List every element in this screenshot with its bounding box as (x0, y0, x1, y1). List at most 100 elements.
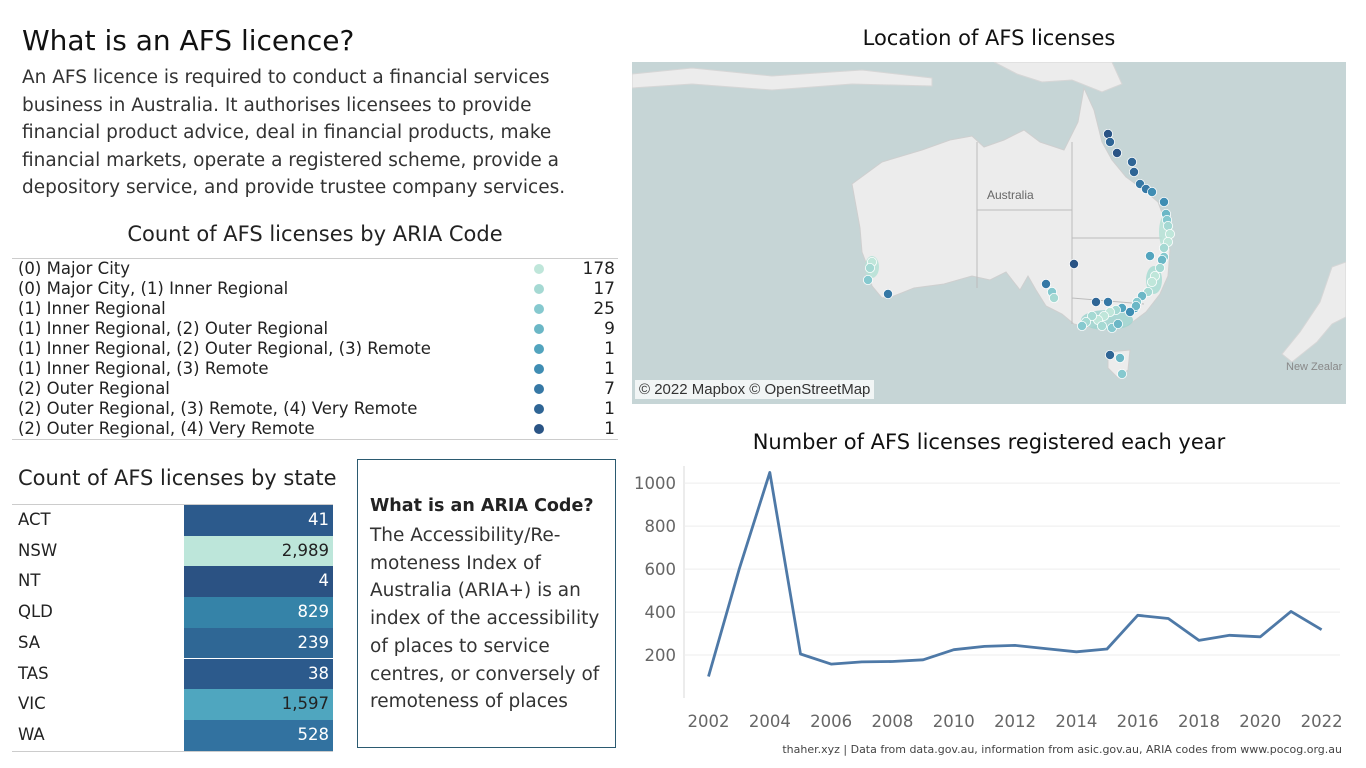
data-point[interactable] (857, 657, 867, 667)
state-table: ACT 41 NSW 2,989 NT 4 QLD 829 SA 239 TAS… (12, 504, 333, 752)
data-point[interactable] (704, 672, 714, 682)
state-row[interactable]: VIC 1,597 (12, 689, 333, 720)
data-point[interactable] (765, 467, 775, 477)
state-name: QLD (18, 602, 53, 622)
australia-landmass (851, 86, 1171, 329)
series-line[interactable] (707, 471, 1323, 677)
data-point[interactable] (1010, 640, 1020, 650)
aria-color-dot (534, 344, 544, 354)
aria-color-dot (534, 324, 544, 334)
x-tick-label: 2014 (1055, 712, 1097, 731)
data-point[interactable] (918, 655, 928, 665)
state-borders (976, 142, 1162, 324)
license-point[interactable] (1159, 242, 1170, 253)
data-point[interactable] (1133, 610, 1143, 620)
x-tick-label: 2006 (810, 712, 852, 731)
y-tick-label: 600 (645, 560, 677, 579)
license-point[interactable] (1048, 292, 1059, 303)
state-row[interactable]: SA 239 (12, 627, 333, 659)
license-point[interactable] (862, 274, 873, 285)
intro-text: An AFS licence is required to conduct a … (22, 67, 566, 198)
x-tick-label: 2022 (1301, 712, 1343, 731)
data-point[interactable] (887, 656, 897, 666)
license-point[interactable] (1040, 278, 1051, 289)
aria-color-dot (534, 264, 544, 274)
aria-row[interactable]: (1) Inner Regional, (3) Remote 1 (12, 359, 618, 379)
state-row[interactable]: WA 528 (12, 719, 333, 751)
state-count-cell: 38 (184, 658, 333, 690)
license-point[interactable] (1086, 310, 1097, 321)
data-point[interactable] (1102, 644, 1112, 654)
license-point[interactable] (1104, 349, 1115, 360)
data-point[interactable] (1225, 630, 1235, 640)
aria-row[interactable]: (2) Outer Regional, (3) Remote, (4) Very… (12, 399, 618, 419)
aria-color-dot (534, 424, 544, 434)
data-point[interactable] (795, 649, 805, 659)
license-point[interactable] (1128, 167, 1139, 178)
y-tick-label: 400 (645, 603, 677, 622)
license-point[interactable] (1116, 368, 1127, 379)
license-point[interactable] (1102, 296, 1113, 307)
state-row[interactable]: QLD 829 (12, 597, 333, 628)
aria-label: (2) Outer Regional, (3) Remote, (4) Very… (18, 399, 418, 418)
license-point[interactable] (1114, 352, 1125, 363)
license-map[interactable]: Australia New Zealar © 2022 Mapbox © Ope… (632, 62, 1346, 404)
license-point[interactable] (1090, 296, 1101, 307)
data-point[interactable] (1041, 644, 1051, 654)
aria-count: 25 (593, 299, 615, 319)
state-count: 1,597 (281, 694, 329, 714)
state-count-cell: 829 (184, 597, 333, 628)
license-point[interactable] (1104, 137, 1115, 148)
data-point[interactable] (734, 564, 744, 574)
data-point[interactable] (949, 645, 959, 655)
state-name: NT (18, 571, 41, 591)
aria-color-dot (534, 404, 544, 414)
aria-row[interactable]: (1) Inner Regional, (2) Outer Regional 9 (12, 319, 618, 339)
state-row[interactable]: ACT 41 (12, 505, 333, 536)
aria-row[interactable]: (1) Inner Regional, (2) Outer Regional, … (12, 339, 618, 359)
aria-count: 9 (604, 319, 615, 339)
line-chart-title: Number of AFS licenses registered each y… (752, 430, 1226, 454)
state-name: WA (18, 724, 45, 744)
license-point[interactable] (1147, 187, 1158, 198)
aria-row[interactable]: (2) Outer Regional 7 (12, 379, 618, 399)
aria-info-box: What is an ARIA Code? The Accessibility/… (357, 459, 616, 748)
aria-label: (1) Inner Regional (18, 299, 166, 318)
aria-row[interactable]: (0) Major City 178 (12, 259, 618, 279)
license-point[interactable] (1111, 148, 1122, 159)
license-point[interactable] (1159, 196, 1170, 207)
license-point[interactable] (1155, 262, 1166, 273)
state-row[interactable]: NSW 2,989 (12, 535, 333, 567)
license-point[interactable] (1124, 306, 1135, 317)
state-count: 4 (318, 571, 330, 591)
x-tick-label: 2016 (1117, 712, 1159, 731)
aria-row[interactable]: (1) Inner Regional 25 (12, 299, 618, 319)
data-point[interactable] (979, 641, 989, 651)
license-point[interactable] (1096, 320, 1107, 331)
license-point[interactable] (1068, 258, 1079, 269)
data-point[interactable] (1317, 625, 1327, 635)
data-point[interactable] (1194, 635, 1204, 645)
data-point[interactable] (1163, 614, 1173, 624)
license-point[interactable] (1145, 250, 1156, 261)
line-chart[interactable]: 200 400 600 800 1000 2002 2004 2006 2008 2010 2012… (618, 462, 1346, 740)
license-point[interactable] (864, 262, 875, 273)
x-tick-label: 2010 (933, 712, 975, 731)
state-row[interactable]: NT 4 (12, 566, 333, 598)
data-point[interactable] (1071, 647, 1081, 657)
aria-row[interactable]: (2) Outer Regional, (4) Very Remote 1 (12, 419, 618, 439)
map-attribution[interactable]: © 2022 Mapbox © OpenStreetMap (635, 380, 875, 399)
data-point[interactable] (826, 659, 836, 669)
aria-label: (1) Inner Regional, (2) Outer Regional (18, 319, 329, 338)
state-row[interactable]: TAS 38 (12, 658, 333, 690)
license-point[interactable] (1126, 157, 1137, 168)
license-point[interactable] (1076, 320, 1087, 331)
data-point[interactable] (1255, 632, 1265, 642)
license-point[interactable] (882, 288, 893, 299)
license-point[interactable] (1130, 300, 1141, 311)
license-point[interactable] (1112, 318, 1123, 329)
license-points[interactable] (862, 129, 1176, 379)
aria-row[interactable]: (0) Major City, (1) Inner Regional 17 (12, 279, 618, 299)
license-point[interactable] (1147, 276, 1158, 287)
data-point[interactable] (1286, 606, 1296, 616)
